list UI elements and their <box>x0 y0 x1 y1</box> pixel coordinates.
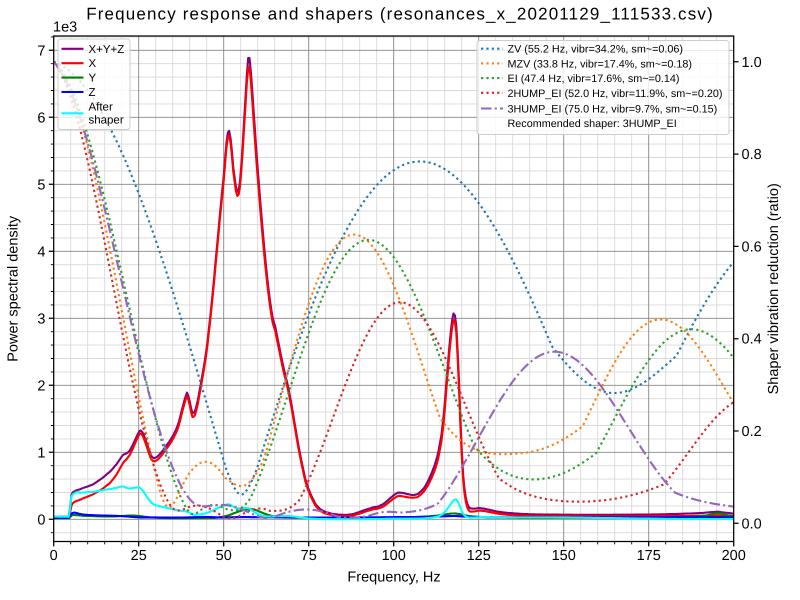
svg-text:4: 4 <box>37 244 45 260</box>
svg-text:Power spectral density: Power spectral density <box>6 215 22 362</box>
svg-text:3HUMP_EI (75.0 Hz, vibr=9.7%,: 3HUMP_EI (75.0 Hz, vibr=9.7%, sm~=0.15) <box>508 104 718 116</box>
svg-text:200: 200 <box>722 548 746 564</box>
svg-text:MZV (33.8 Hz, vibr=17.4%, sm~=: MZV (33.8 Hz, vibr=17.4%, sm~=0.18) <box>508 58 693 70</box>
svg-text:3: 3 <box>37 311 45 327</box>
svg-text:EI (47.4 Hz, vibr=17.6%, sm~=0: EI (47.4 Hz, vibr=17.6%, sm~=0.14) <box>508 73 680 85</box>
svg-text:175: 175 <box>637 548 661 564</box>
svg-text:1e3: 1e3 <box>53 20 77 36</box>
svg-text:Frequency, Hz: Frequency, Hz <box>347 570 440 586</box>
svg-text:100: 100 <box>382 548 406 564</box>
svg-text:0.6: 0.6 <box>742 239 762 255</box>
svg-text:shaper: shaper <box>89 115 124 127</box>
svg-text:1.0: 1.0 <box>742 55 762 71</box>
svg-text:ZV (55.2 Hz, vibr=34.2%, sm~=0: ZV (55.2 Hz, vibr=34.2%, sm~=0.06) <box>508 44 684 56</box>
svg-text:125: 125 <box>467 548 491 564</box>
svg-text:Frequency response and shapers: Frequency response and shapers (resonanc… <box>86 5 714 24</box>
svg-text:Y: Y <box>89 73 97 85</box>
svg-text:6: 6 <box>37 110 45 126</box>
svg-text:50: 50 <box>216 548 232 564</box>
svg-text:Shaper vibration reduction (ra: Shaper vibration reduction (ratio) <box>766 183 782 394</box>
svg-text:2HUMP_EI (52.0 Hz, vibr=11.9%,: 2HUMP_EI (52.0 Hz, vibr=11.9%, sm~=0.20) <box>508 88 723 100</box>
svg-text:75: 75 <box>301 548 317 564</box>
svg-text:25: 25 <box>131 548 147 564</box>
svg-text:After: After <box>89 102 113 114</box>
svg-text:150: 150 <box>552 548 576 564</box>
svg-text:5: 5 <box>37 177 45 193</box>
svg-text:X+Y+Z: X+Y+Z <box>89 44 125 56</box>
svg-text:2: 2 <box>37 378 45 394</box>
svg-text:Z: Z <box>89 87 96 99</box>
svg-text:0.4: 0.4 <box>742 332 762 348</box>
svg-text:0.2: 0.2 <box>742 424 762 440</box>
svg-text:Recommended shaper: 3HUMP_EI: Recommended shaper: 3HUMP_EI <box>508 118 677 130</box>
svg-text:0.8: 0.8 <box>742 147 762 163</box>
svg-text:1: 1 <box>37 445 45 461</box>
svg-text:0: 0 <box>37 512 45 528</box>
svg-text:0: 0 <box>50 548 58 564</box>
svg-text:7: 7 <box>37 43 45 59</box>
svg-text:X: X <box>89 58 97 70</box>
svg-text:0.0: 0.0 <box>742 516 762 532</box>
